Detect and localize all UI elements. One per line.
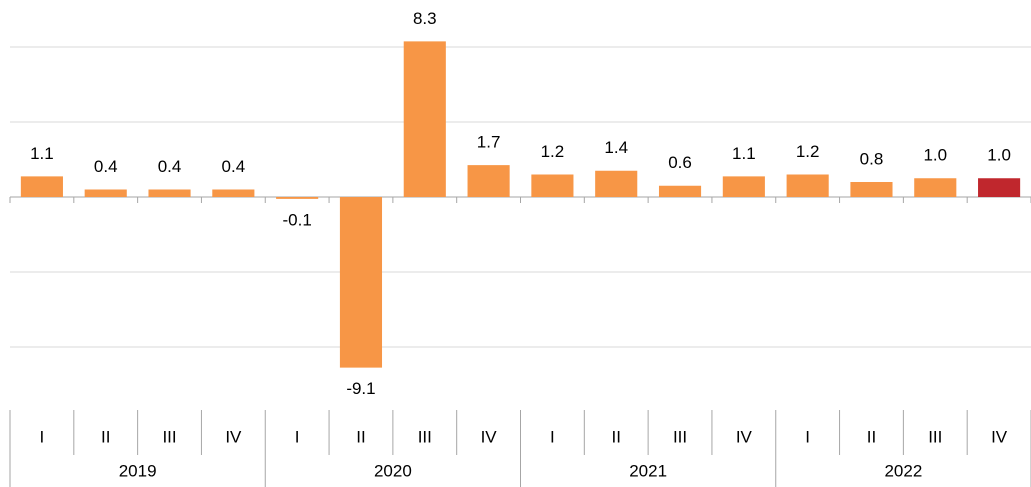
bar [595, 170, 638, 197]
x-tick-label: III [673, 427, 687, 446]
data-label: 1.7 [477, 133, 501, 152]
data-label: -0.1 [283, 210, 312, 229]
x-group-label: 2022 [884, 461, 922, 480]
data-label: 1.1 [30, 144, 54, 163]
x-tick-label: III [418, 427, 432, 446]
bar [84, 189, 127, 197]
x-tick-label: II [356, 427, 365, 446]
data-label: 1.1 [732, 144, 756, 163]
data-label: 0.8 [860, 149, 884, 168]
bar [339, 197, 383, 368]
x-tick-label: I [295, 427, 300, 446]
data-label: 1.2 [796, 142, 820, 161]
bar [850, 182, 893, 197]
bar [148, 189, 191, 197]
bar [212, 189, 255, 197]
data-label: -9.1 [346, 379, 375, 398]
data-label: 1.2 [541, 142, 565, 161]
data-label: 0.4 [222, 157, 246, 176]
bar [722, 176, 765, 197]
x-tick-label: I [40, 427, 45, 446]
x-tick-label: II [101, 427, 110, 446]
x-tick-label: I [805, 427, 810, 446]
bar [978, 178, 1021, 197]
x-tick-label: IV [736, 427, 753, 446]
x-tick-label: IV [225, 427, 242, 446]
data-label: 0.4 [94, 157, 118, 176]
x-tick-label: IV [481, 427, 498, 446]
bar [20, 176, 63, 197]
bar [467, 165, 510, 197]
x-group-label: 2021 [629, 461, 667, 480]
bar [276, 197, 319, 199]
x-tick-label: III [162, 427, 176, 446]
data-label: 0.6 [668, 153, 692, 172]
x-group-label: 2020 [374, 461, 412, 480]
data-label: 0.4 [158, 157, 182, 176]
x-tick-label: I [550, 427, 555, 446]
data-label: 1.0 [987, 146, 1011, 165]
bar [786, 174, 829, 197]
data-label: 1.0 [923, 146, 947, 165]
data-label: 1.4 [604, 138, 628, 157]
bar [531, 174, 574, 197]
data-label: 8.3 [413, 9, 437, 28]
bar [914, 178, 957, 197]
bar [658, 185, 702, 197]
x-tick-label: II [867, 427, 876, 446]
bar [403, 41, 446, 197]
x-group-label: 2019 [119, 461, 157, 480]
x-tick-label: IV [991, 427, 1008, 446]
x-tick-label: II [611, 427, 620, 446]
x-tick-label: III [928, 427, 942, 446]
